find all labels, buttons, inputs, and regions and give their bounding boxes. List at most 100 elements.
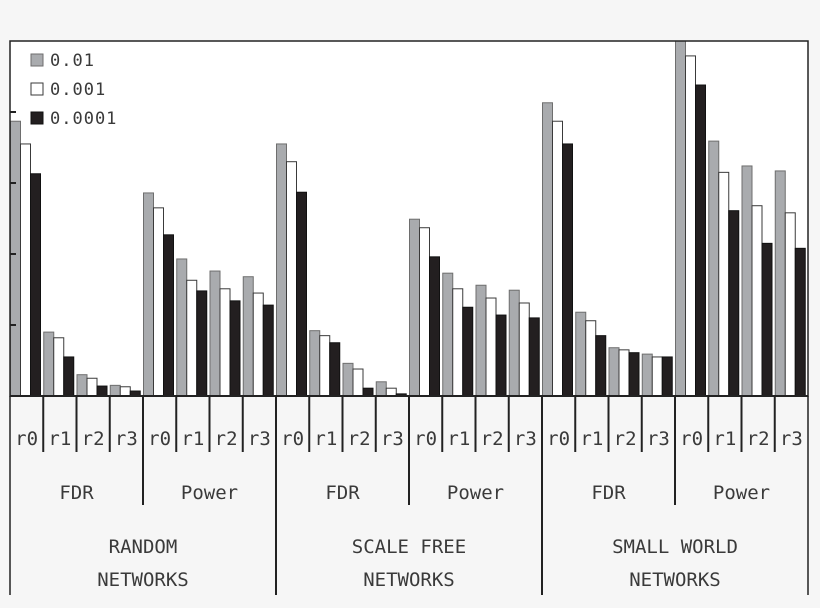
- bar-0.0001-r1: [462, 306, 474, 397]
- bar-0.01-r2: [475, 284, 487, 397]
- network-group-label: SMALL WORLD: [612, 536, 738, 558]
- legend-label: 0.01: [50, 51, 95, 71]
- bar-0.001-r0: [552, 120, 563, 397]
- bar-0.0001-r0: [429, 256, 440, 397]
- bar-0.01-r0: [10, 120, 21, 397]
- bar-0.0001-r0: [695, 84, 706, 397]
- legend-label: 0.001: [50, 80, 106, 100]
- category-label: r0: [414, 428, 437, 450]
- network-group-label: SCALE FREE: [352, 536, 466, 558]
- bar-0.001-r0: [286, 161, 297, 397]
- category-label: r2: [215, 428, 238, 450]
- legend-label: 0.0001: [50, 109, 117, 129]
- network-group-label: NETWORKS: [629, 569, 721, 591]
- bar-0.0001-r1: [595, 335, 607, 397]
- bar-0.001-r0: [20, 143, 31, 397]
- bar-0.0001-r0: [30, 173, 41, 397]
- legend-swatch-0.0001: [30, 111, 44, 125]
- bar-0.001-r1: [452, 288, 464, 397]
- category-label: r3: [514, 428, 537, 450]
- bar-0.0001-r1: [196, 290, 208, 397]
- category-label: r2: [747, 428, 770, 450]
- measure-group-label: FDR: [591, 482, 626, 504]
- bar-0.01-r0: [675, 40, 686, 397]
- bar-0.0001-r1: [63, 356, 75, 397]
- measure-group-label: FDR: [59, 482, 94, 504]
- bar-0.001-r3: [119, 386, 131, 397]
- bar-0.001-r2: [219, 288, 231, 397]
- bar-0.01-r1: [43, 331, 55, 397]
- bar-0.01-r0: [276, 143, 287, 397]
- category-label: r3: [647, 428, 670, 450]
- bar-0.001-r1: [585, 320, 597, 397]
- measure-group-label: Power: [181, 482, 238, 504]
- bar-0.01-r0: [542, 102, 553, 397]
- bar-0.001-r0: [685, 55, 696, 397]
- category-label: r3: [115, 428, 138, 450]
- category-label: r2: [82, 428, 105, 450]
- bar-0.001-r1: [718, 171, 730, 397]
- network-group-label: RANDOM: [109, 536, 178, 558]
- bar-0.01-r2: [209, 270, 221, 397]
- bar-0.001-r2: [618, 349, 630, 397]
- bar-0.001-r2: [751, 205, 763, 397]
- bar-0.001-r1: [186, 279, 198, 397]
- bar-0.01-r0: [143, 192, 154, 397]
- bar-0.0001-r3: [661, 356, 673, 397]
- bar-0.001-r3: [385, 387, 397, 397]
- bar-0.01-r3: [508, 289, 520, 397]
- measure-group-label: Power: [713, 482, 770, 504]
- bar-0.0001-r2: [495, 314, 507, 397]
- bar-0.0001-r2: [96, 385, 108, 397]
- category-label: r3: [381, 428, 404, 450]
- category-label: r3: [780, 428, 803, 450]
- legend: 0.01 0.001 0.0001: [30, 51, 117, 129]
- category-label: r1: [580, 428, 603, 450]
- category-label: r0: [15, 428, 38, 450]
- category-label: r2: [348, 428, 371, 450]
- bar-0.001-r1: [319, 335, 331, 397]
- bar-0.0001-r2: [628, 352, 640, 397]
- bar-0.01-r1: [575, 311, 587, 397]
- category-label: r2: [614, 428, 637, 450]
- category-label: r0: [547, 428, 570, 450]
- bar-0.001-r3: [518, 302, 530, 397]
- legend-swatch-0.001: [30, 82, 44, 96]
- bar-0.0001-r0: [296, 191, 307, 397]
- bar-0.0001-r1: [728, 210, 740, 397]
- bar-0.0001-r3: [794, 247, 806, 397]
- measure-group-label: FDR: [325, 482, 360, 504]
- bar-0.01-r2: [741, 165, 753, 397]
- category-label: r3: [248, 428, 271, 450]
- bar-0.001-r0: [153, 207, 164, 397]
- bar-0.0001-r3: [262, 304, 274, 397]
- bar-0.001-r3: [784, 212, 796, 397]
- bar-0.001-r3: [252, 292, 264, 397]
- bar-0.01-r3: [242, 276, 254, 397]
- bar-0.01-r1: [176, 258, 188, 397]
- category-label: r0: [680, 428, 703, 450]
- category-label: r1: [314, 428, 337, 450]
- bar-0.01-r2: [76, 374, 88, 397]
- category-label: r1: [48, 428, 71, 450]
- bar-0.001-r3: [651, 356, 663, 397]
- bar-0.0001-r2: [362, 387, 374, 397]
- bar-0.001-r2: [86, 377, 98, 397]
- category-label: r1: [713, 428, 736, 450]
- category-label: r2: [481, 428, 504, 450]
- category-label: r1: [447, 428, 470, 450]
- bar-0.01-r2: [342, 362, 354, 397]
- network-group-label: NETWORKS: [363, 569, 455, 591]
- bar-0.0001-r0: [562, 143, 573, 397]
- category-label: r0: [148, 428, 171, 450]
- bar-0.01-r1: [309, 330, 321, 397]
- bar-0.0001-r3: [528, 317, 540, 397]
- bar-0.001-r2: [352, 368, 364, 397]
- bar-0.0001-r0: [163, 234, 174, 397]
- network-group-label: NETWORKS: [97, 569, 189, 591]
- bar-0.01-r1: [442, 272, 454, 397]
- bar-0.001-r0: [419, 227, 430, 397]
- bar-0.01-r3: [774, 170, 786, 397]
- category-label: r1: [181, 428, 204, 450]
